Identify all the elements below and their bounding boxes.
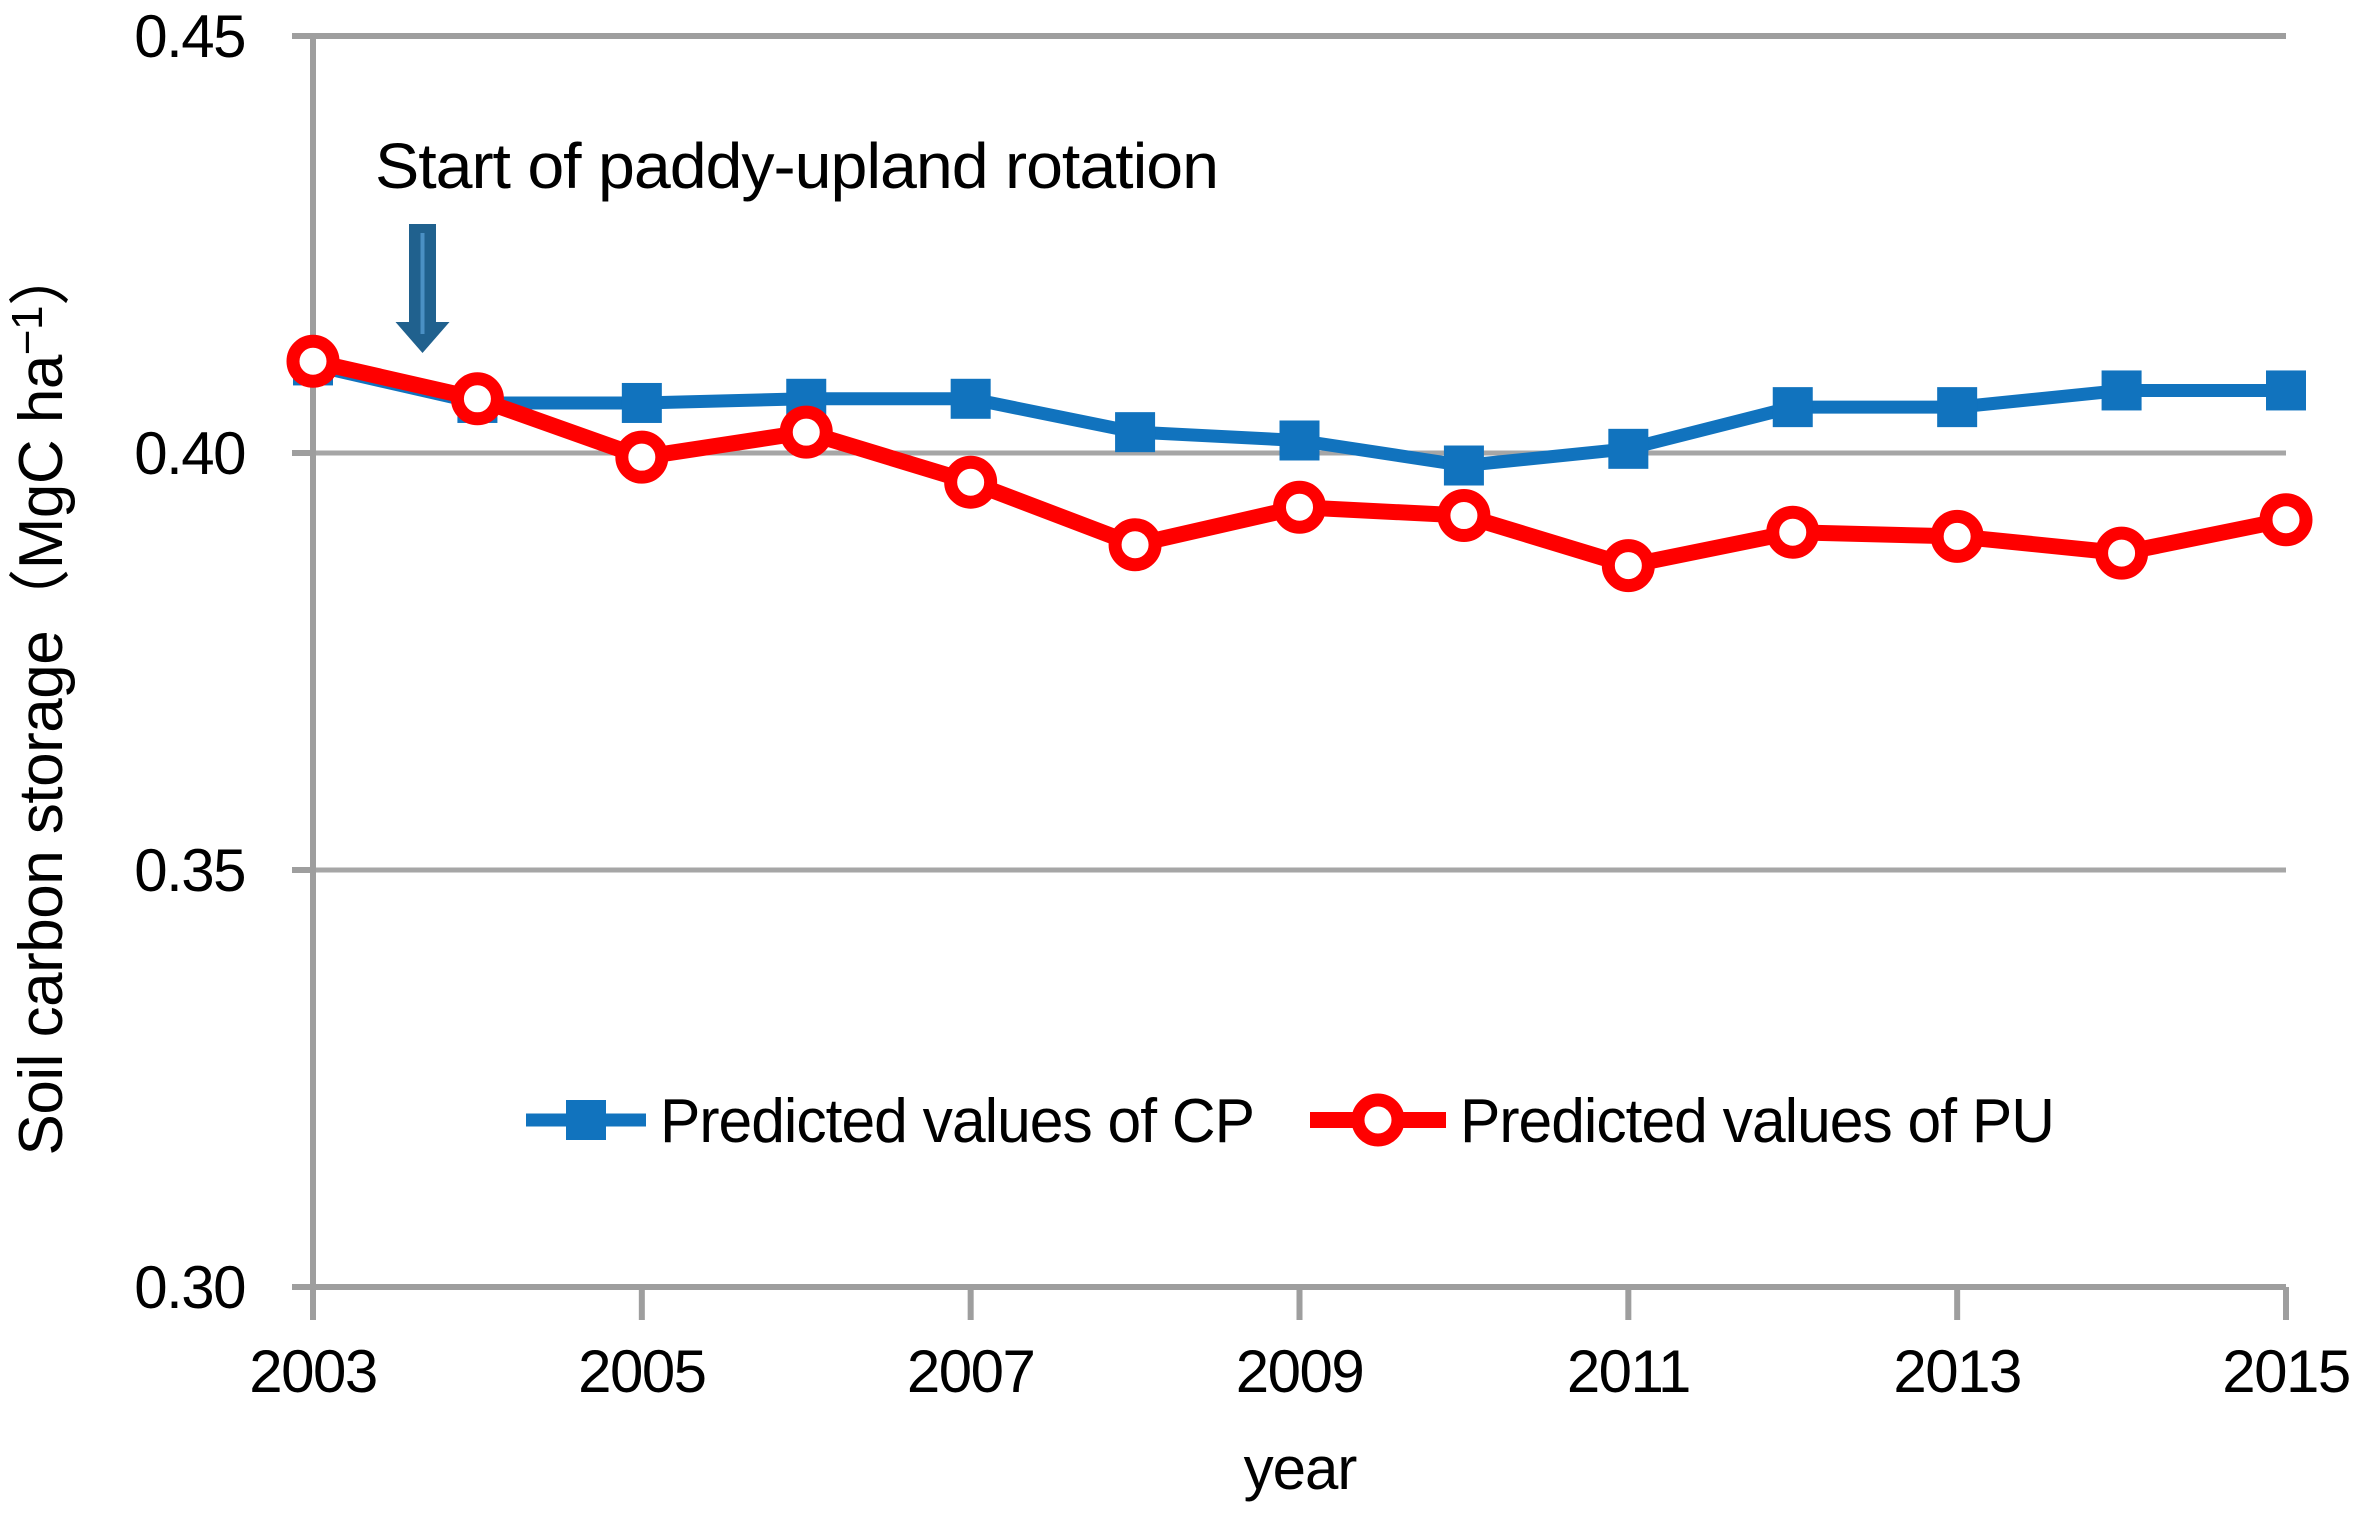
cp-point-2005 [621, 382, 662, 423]
cp-point-2012 [1772, 387, 1813, 428]
y-tick-label-0.30: 0.30 [134, 1254, 245, 1321]
legend-square-marker-cp [566, 1100, 606, 1140]
x-tick-label-2015: 2015 [2222, 1338, 2349, 1405]
legend-circle-marker-pu [1351, 1093, 1405, 1147]
pu-point-2004 [450, 372, 504, 426]
x-axis-title: year [1244, 1435, 1357, 1502]
legend: Predicted values of CP Predicted values … [526, 1087, 2055, 1156]
cp-point-2011 [1608, 428, 1649, 469]
x-tick-label-2007: 2007 [907, 1338, 1034, 1405]
annotation-start-of-rotation: Start of paddy-upland rotation [375, 130, 1218, 202]
pu-point-2011 [1601, 539, 1655, 593]
y-axis-title-superscript: −1 [3, 306, 52, 355]
pu-point-2005 [615, 430, 669, 484]
pu-point-2003 [286, 334, 340, 388]
y-tick-label-0.40: 0.40 [134, 420, 245, 487]
x-tick-label-2003: 2003 [249, 1338, 376, 1405]
pu-point-2014 [2095, 526, 2149, 580]
y-axis-title: Soil carbon storage（MgC ha−1） [3, 245, 76, 1156]
legend-label-pu: Predicted values of PU [1460, 1087, 2054, 1156]
cp-point-2008 [1115, 412, 1156, 453]
data-series [286, 334, 2313, 593]
cp-point-2009 [1279, 420, 1320, 461]
cp-point-2010 [1443, 445, 1484, 486]
pu-point-2006 [779, 405, 833, 459]
cp-point-2015 [2266, 370, 2306, 411]
y-axis-title-close: ） [7, 245, 76, 307]
pu-point-2013 [1930, 509, 1984, 563]
pu-line [305, 353, 2294, 574]
pu-point-2015 [2259, 493, 2313, 547]
pu-point-2008 [1108, 518, 1162, 572]
y-tick-label-0.35: 0.35 [134, 837, 245, 904]
y-tick-label-0.45: 0.45 [134, 3, 245, 70]
pu-point-2007 [944, 455, 998, 509]
cp-point-2013 [1937, 387, 1978, 428]
y-axis-title-main: Soil carbon storage（MgC ha [7, 354, 76, 1155]
cp-point-2014 [2101, 370, 2142, 411]
cp-point-2007 [950, 378, 991, 419]
legend-label-cp: Predicted values of CP [660, 1087, 1254, 1156]
pu-point-2012 [1766, 505, 1820, 559]
x-tick-label-2011: 2011 [1567, 1338, 1690, 1405]
x-tick-label-2009: 2009 [1236, 1338, 1363, 1405]
pu-point-2009 [1273, 480, 1326, 534]
pu-point-2010 [1437, 489, 1491, 543]
x-tick-label-2005: 2005 [578, 1338, 705, 1405]
x-tick-label-2013: 2013 [1893, 1338, 2020, 1405]
